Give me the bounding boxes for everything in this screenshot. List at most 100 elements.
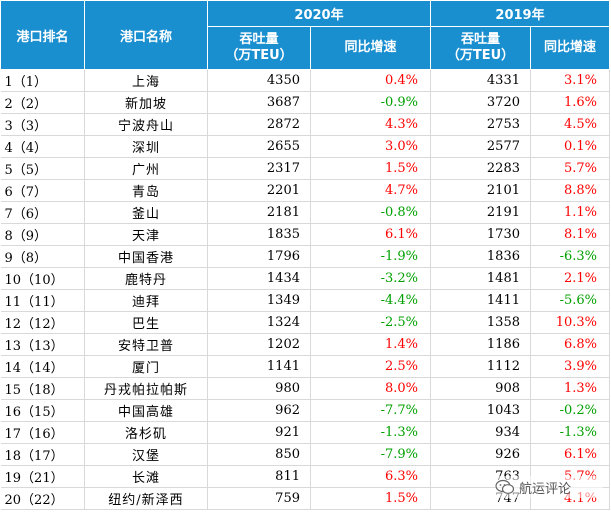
port-name-cell: 丹戎帕拉帕斯 xyxy=(84,377,208,400)
table-row: 1（1） 上海 4350 0.4% 4331 3.1% xyxy=(0,69,610,92)
growth-2020-cell: -1.3% xyxy=(310,421,431,444)
growth-2019-cell: 2.1% xyxy=(530,267,610,290)
port-name-cell: 中国香港 xyxy=(84,245,208,268)
throughput-2019-cell: 1836 xyxy=(430,245,531,268)
port-name-cell: 巴生 xyxy=(84,311,208,334)
rank-cell: 3（3） xyxy=(0,113,85,136)
rank-header: 港口排名 xyxy=(0,0,85,70)
growth-2019-cell: -6.3% xyxy=(530,245,610,268)
rank-cell: 16（15） xyxy=(0,399,85,422)
table-row: 15（18） 丹戎帕拉帕斯 980 8.0% 908 1.3% xyxy=(0,377,610,400)
table-row: 16（15） 中国高雄 962 -7.7% 1043 -0.2% xyxy=(0,399,610,422)
port-name-cell: 安特卫普 xyxy=(84,333,208,356)
table-row: 17（16） 洛杉矶 921 -1.3% 934 -1.3% xyxy=(0,421,610,444)
growth-2019-cell: 8.8% xyxy=(530,179,610,202)
wechat-icon xyxy=(495,479,515,494)
year-2020-header: 2020年 xyxy=(207,0,431,27)
throughput-2020-cell: 1835 xyxy=(207,223,311,246)
table-row: 6（7） 青岛 2201 4.7% 2101 8.8% xyxy=(0,179,610,202)
rank-cell: 15（18） xyxy=(0,377,85,400)
throughput-label-line2: （万TEU） xyxy=(225,48,293,63)
throughput-2020-cell: 2201 xyxy=(207,179,311,202)
watermark-text: 航运评论 xyxy=(519,481,572,497)
table-row: 7（6） 釜山 2181 -0.8% 2191 1.1% xyxy=(0,201,610,224)
growth-2019-cell: -0.2% xyxy=(530,399,610,422)
throughput-2020-cell: 1202 xyxy=(207,333,311,356)
throughput-2020-cell: 3687 xyxy=(207,91,311,114)
growth-2019-cell: 5.7% xyxy=(530,157,610,180)
throughput-2019-cell: 1481 xyxy=(430,267,531,290)
throughput-2020-cell: 1434 xyxy=(207,267,311,290)
throughput-2020-cell: 980 xyxy=(207,377,311,400)
growth-2019-header: 同比增速 xyxy=(530,26,610,70)
throughput-2019-cell: 908 xyxy=(430,377,531,400)
rank-cell: 11（11） xyxy=(0,289,85,312)
throughput-2020-header: 吞吐量 （万TEU） xyxy=(207,26,311,70)
table-row: 8（9） 天津 1835 6.1% 1730 8.1% xyxy=(0,223,610,246)
growth-2019-cell: 1.1% xyxy=(530,201,610,224)
table-row: 18（17） 汉堡 850 -7.9% 926 6.1% xyxy=(0,443,610,466)
port-name-cell: 新加坡 xyxy=(84,91,208,114)
growth-2019-cell: 6.8% xyxy=(530,333,610,356)
port-name-cell: 中国高雄 xyxy=(84,399,208,422)
throughput-2020-cell: 850 xyxy=(207,443,311,466)
throughput-2020-cell: 1141 xyxy=(207,355,311,378)
port-name-cell: 青岛 xyxy=(84,179,208,202)
throughput-2019-cell: 2577 xyxy=(430,135,531,158)
throughput-2020-cell: 1349 xyxy=(207,289,311,312)
rank-cell: 20（22） xyxy=(0,487,85,510)
growth-2019-cell: 8.1% xyxy=(530,223,610,246)
growth-2019-cell: 4.5% xyxy=(530,113,610,136)
growth-2020-cell: 0.4% xyxy=(310,69,431,92)
growth-2020-cell: -1.9% xyxy=(310,245,431,268)
growth-2019-cell: 3.1% xyxy=(530,69,610,92)
growth-2019-cell: 3.9% xyxy=(530,355,610,378)
rank-cell: 2（2） xyxy=(0,91,85,114)
throughput-2019-cell: 2753 xyxy=(430,113,531,136)
growth-2019-cell: 1.3% xyxy=(530,377,610,400)
throughput-2019-cell: 934 xyxy=(430,421,531,444)
growth-2019-cell: -5.6% xyxy=(530,289,610,312)
throughput-2019-cell: 926 xyxy=(430,443,531,466)
growth-2020-cell: -7.9% xyxy=(310,443,431,466)
throughput-2019-cell: 1186 xyxy=(430,333,531,356)
port-name-cell: 广州 xyxy=(84,157,208,180)
growth-2020-cell: 4.3% xyxy=(310,113,431,136)
port-name-cell: 鹿特丹 xyxy=(84,267,208,290)
rank-cell: 1（1） xyxy=(0,69,85,92)
rank-cell: 12（12） xyxy=(0,311,85,334)
rank-cell: 10（10） xyxy=(0,267,85,290)
throughput-2020-cell: 962 xyxy=(207,399,311,422)
port-name-cell: 厦门 xyxy=(84,355,208,378)
rank-cell: 4（4） xyxy=(0,135,85,158)
throughput-2020-cell: 2317 xyxy=(207,157,311,180)
throughput-2019-cell: 1411 xyxy=(430,289,531,312)
throughput-2019-cell: 4331 xyxy=(430,69,531,92)
growth-2020-cell: 1.4% xyxy=(310,333,431,356)
throughput-2019-header: 吞吐量 （万TEU） xyxy=(430,26,531,70)
year-2019-header: 2019年 xyxy=(430,0,610,27)
growth-2019-cell: 10.3% xyxy=(530,311,610,334)
rank-cell: 7（6） xyxy=(0,201,85,224)
growth-2020-cell: -7.7% xyxy=(310,399,431,422)
port-name-cell: 上海 xyxy=(84,69,208,92)
throughput-2020-cell: 2655 xyxy=(207,135,311,158)
throughput-2019-cell: 2191 xyxy=(430,201,531,224)
throughput-2020-cell: 1796 xyxy=(207,245,311,268)
growth-2019-cell: -1.3% xyxy=(530,421,610,444)
growth-2020-cell: 6.1% xyxy=(310,223,431,246)
port-name-cell: 天津 xyxy=(84,223,208,246)
growth-2020-cell: -3.2% xyxy=(310,267,431,290)
rank-cell: 5（5） xyxy=(0,157,85,180)
throughput-2019-cell: 2101 xyxy=(430,179,531,202)
growth-2019-cell: 6.1% xyxy=(530,443,610,466)
throughput-2020-cell: 2181 xyxy=(207,201,311,224)
rank-cell: 18（17） xyxy=(0,443,85,466)
throughput-2020-cell: 921 xyxy=(207,421,311,444)
throughput-label-line1: 吞吐量 xyxy=(460,32,500,47)
table-row: 10（10） 鹿特丹 1434 -3.2% 1481 2.1% xyxy=(0,267,610,290)
growth-2020-header: 同比增速 xyxy=(310,26,431,70)
growth-2019-cell: 0.1% xyxy=(530,135,610,158)
table-header: 港口排名 港口名称 2020年 2019年 吞吐量 （万TEU） 同比增速 吞吐… xyxy=(0,0,610,70)
growth-2020-cell: -0.8% xyxy=(310,201,431,224)
